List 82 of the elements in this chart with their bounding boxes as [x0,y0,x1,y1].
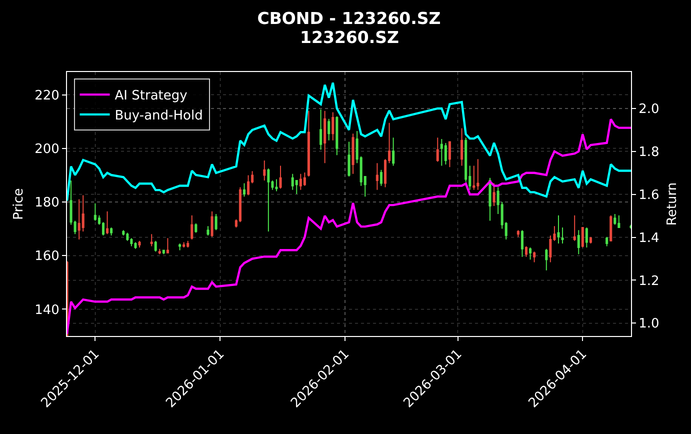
y2-tick-label: 1.2 [638,274,660,289]
candlestick [444,142,447,165]
candlestick [524,246,528,258]
candlestick [328,118,330,141]
y-tick-label: 160 [34,249,60,264]
candlestick [291,173,294,190]
candlestick [214,214,218,231]
candlestick [332,112,334,141]
candlestick [380,169,382,186]
candlestick [279,165,282,190]
candlestick [247,174,250,196]
candlestick [307,110,310,178]
candlestick [520,230,524,258]
candlestick [581,226,584,248]
candlestick [303,172,306,186]
candlestick [348,141,350,178]
candlestick [106,210,109,235]
candlestick [162,250,165,255]
candlestick [210,210,214,238]
candlestick [610,214,612,242]
candlestick [186,240,190,248]
candlestick [392,137,395,166]
candlestick [324,110,326,164]
candlestick [606,236,608,247]
candlestick [134,242,137,250]
candlestick [618,214,620,228]
candlestick [573,214,576,242]
candlestick [267,168,270,232]
line-series [67,82,631,202]
candlestick [448,141,451,168]
candlestick [299,173,302,190]
y-axis-title: Price [12,188,27,220]
candlestick [194,222,198,234]
candlestick [545,248,548,271]
candlestick [529,247,532,260]
y-tick-label: 140 [34,302,60,318]
candlestick [78,198,80,240]
candlestick [138,240,141,248]
candlestick [440,138,443,166]
y2-tick-label: 1.8 [638,144,660,160]
candlestick [206,226,210,236]
legend-label: Buy-and-Hold [114,108,203,124]
candlestick [263,160,266,182]
candlestick [182,242,186,248]
candlestick [94,202,96,222]
candlestick [533,251,536,263]
candlestick [492,182,496,207]
candlestick [150,234,153,247]
y-tick-label: 220 [34,88,60,104]
y2-tick-label: 2.0 [638,102,660,118]
candlestick [352,133,354,174]
candlestick [460,128,464,166]
candlestick [242,182,246,198]
candlestick [190,214,194,240]
legend-label: AI Strategy [114,88,188,104]
chart-subtitle: 123260.SZ [300,28,400,47]
candlestick [589,236,592,244]
candlestick [376,162,378,190]
candlestick [488,177,492,222]
candlestick [436,137,439,162]
chart-title: CBOND - 123260.SZ [257,8,441,28]
candlestick [557,214,560,244]
y2-tick-label: 1.6 [638,188,660,203]
candlestick [110,226,113,236]
y2-tick-label: 1.0 [638,316,660,332]
y2-tick-label: 1.4 [638,230,660,246]
candlestick [154,240,157,252]
candlestick [585,226,588,248]
candlestick [158,248,161,255]
y-tick-label: 180 [34,196,60,211]
candlestick [166,238,169,254]
y-tick-label: 200 [34,142,60,157]
candlestick [275,178,278,192]
candlestick [614,214,616,226]
candlestick [476,158,480,190]
candlestick [577,230,580,255]
candlestick [320,109,322,150]
candlestick [561,226,564,244]
candlestick [336,116,338,156]
candlestick [178,243,182,251]
candlestick [516,230,520,238]
y2-axis-title: Return [664,182,680,226]
